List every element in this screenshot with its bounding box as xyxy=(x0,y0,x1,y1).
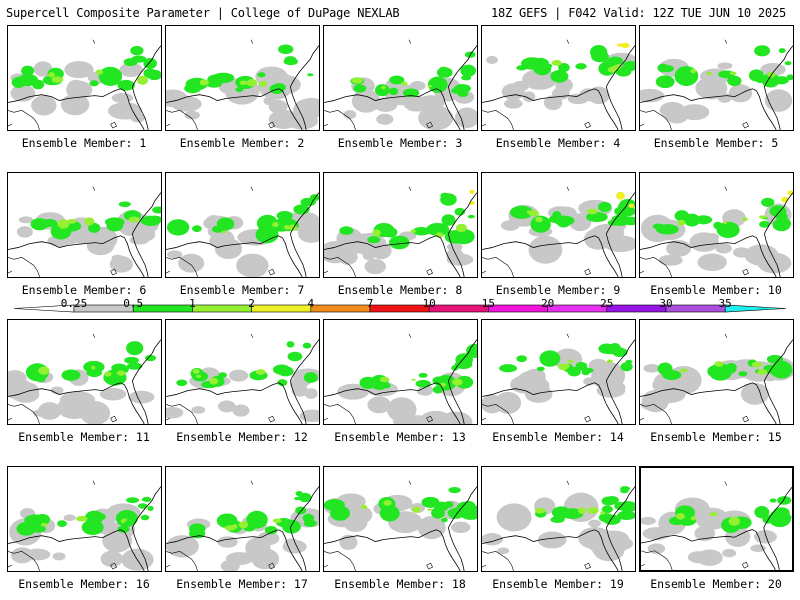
colorbar-segment xyxy=(251,304,312,313)
colorbar-tick-label: 0.5 xyxy=(123,297,144,310)
scp-map xyxy=(482,39,635,130)
colorbar-tick-label: 25 xyxy=(600,297,614,310)
ensemble-member-label: Ensemble Member: 2 xyxy=(179,136,305,150)
scp-map xyxy=(482,186,635,277)
colorbar-segment xyxy=(606,304,667,313)
ensemble-panel-3[interactable] xyxy=(323,25,478,131)
colorbar-segment xyxy=(369,304,430,313)
scp-map xyxy=(641,481,792,570)
colorbar-tick-label: 4 xyxy=(307,297,315,310)
ensemble-panel-1[interactable] xyxy=(7,25,162,131)
scp-map xyxy=(166,333,319,424)
ensemble-member-label: Ensemble Member: 12 xyxy=(176,430,308,444)
colorbar-segment xyxy=(488,304,548,313)
ensemble-panel-14[interactable] xyxy=(481,319,636,425)
scp-map xyxy=(324,39,477,130)
scp-map xyxy=(166,480,319,571)
colorbar-segment xyxy=(192,304,252,313)
ensemble-member-label: Ensemble Member: 9 xyxy=(495,283,621,297)
ensemble-member-label: Ensemble Member: 1 xyxy=(21,136,147,150)
ensemble-panel-6[interactable] xyxy=(7,172,162,278)
scp-map xyxy=(8,480,161,571)
product-title: Supercell Composite Parameter | College … xyxy=(6,6,400,20)
scp-map xyxy=(640,39,793,130)
colorbar-tick-label: 1 xyxy=(189,297,196,310)
scp-map xyxy=(324,480,477,571)
ensemble-panel-13[interactable] xyxy=(323,319,478,425)
run-valid-time: 18Z GEFS | F042 Valid: 12Z TUE JUN 10 20… xyxy=(490,6,786,20)
colorbar-tick-label: 10 xyxy=(422,297,436,310)
scp-map xyxy=(324,333,477,424)
ensemble-member-label: Ensemble Member: 14 xyxy=(492,430,624,444)
ensemble-member-label: Ensemble Member: 19 xyxy=(492,577,624,591)
scp-map xyxy=(8,186,161,277)
ensemble-panel-10[interactable] xyxy=(639,172,794,278)
colorbar-tick-label: 7 xyxy=(366,297,374,310)
colorbar-tick-label: 15 xyxy=(481,297,496,310)
ensemble-member-label: Ensemble Member: 20 xyxy=(650,577,782,591)
ensemble-panel-11[interactable] xyxy=(7,319,162,425)
scp-map xyxy=(8,333,161,424)
ensemble-panel-19[interactable] xyxy=(481,466,636,572)
scp-map xyxy=(640,186,793,277)
ensemble-panel-16[interactable] xyxy=(7,466,162,572)
scp-map xyxy=(640,333,793,424)
ensemble-member-label: Ensemble Member: 13 xyxy=(334,430,466,444)
header: Supercell Composite Parameter | College … xyxy=(0,0,800,24)
ensemble-member-label: Ensemble Member: 8 xyxy=(337,283,463,297)
ensemble-member-label: Ensemble Member: 15 xyxy=(650,430,782,444)
ensemble-member-label: Ensemble Member: 5 xyxy=(653,136,779,150)
scp-map xyxy=(482,333,635,424)
colorbar-tick-label: 20 xyxy=(540,297,555,310)
ensemble-panel-9[interactable] xyxy=(481,172,636,278)
scp-map xyxy=(8,39,161,130)
scp-map xyxy=(166,186,319,277)
colorbar-tick-label: 0.25 xyxy=(60,297,88,310)
ensemble-member-label: Ensemble Member: 6 xyxy=(21,283,147,297)
scp-map xyxy=(324,186,477,277)
ensemble-panel-18[interactable] xyxy=(323,466,478,572)
colorbar-tick-label: 30 xyxy=(659,297,673,310)
ensemble-panel-2[interactable] xyxy=(165,25,320,131)
scp-map xyxy=(166,39,319,130)
colorbar-tick-label: 35 xyxy=(718,297,732,310)
ensemble-member-label: Ensemble Member: 18 xyxy=(334,577,466,591)
colorbar-segment xyxy=(428,304,489,313)
ensemble-panel-12[interactable] xyxy=(165,319,320,425)
colorbar-segment xyxy=(665,304,726,313)
ensemble-member-label: Ensemble Member: 7 xyxy=(179,283,305,297)
ensemble-panel-17[interactable] xyxy=(165,466,320,572)
ensemble-member-label: Ensemble Member: 16 xyxy=(18,577,150,591)
ensemble-member-label: Ensemble Member: 11 xyxy=(18,430,150,444)
ensemble-panel-15[interactable] xyxy=(639,319,794,425)
colorbar-segment xyxy=(310,304,371,313)
ensemble-member-label: Ensemble Member: 17 xyxy=(176,577,308,591)
ensemble-panel-20[interactable] xyxy=(639,466,794,572)
ensemble-member-label: Ensemble Member: 3 xyxy=(337,136,463,150)
scp-map xyxy=(482,480,635,571)
ensemble-member-label: Ensemble Member: 4 xyxy=(495,136,621,150)
color-scale-bar xyxy=(13,304,787,313)
ensemble-panel-8[interactable] xyxy=(323,172,478,278)
colorbar-segment-over xyxy=(724,304,787,313)
ensemble-panel-7[interactable] xyxy=(165,172,320,278)
colorbar-tick-label: 2 xyxy=(248,297,255,310)
ensemble-member-label: Ensemble Member: 10 xyxy=(650,283,782,297)
ensemble-panel-5[interactable] xyxy=(639,25,794,131)
colorbar-segment xyxy=(547,304,608,313)
ensemble-panel-4[interactable] xyxy=(481,25,636,131)
